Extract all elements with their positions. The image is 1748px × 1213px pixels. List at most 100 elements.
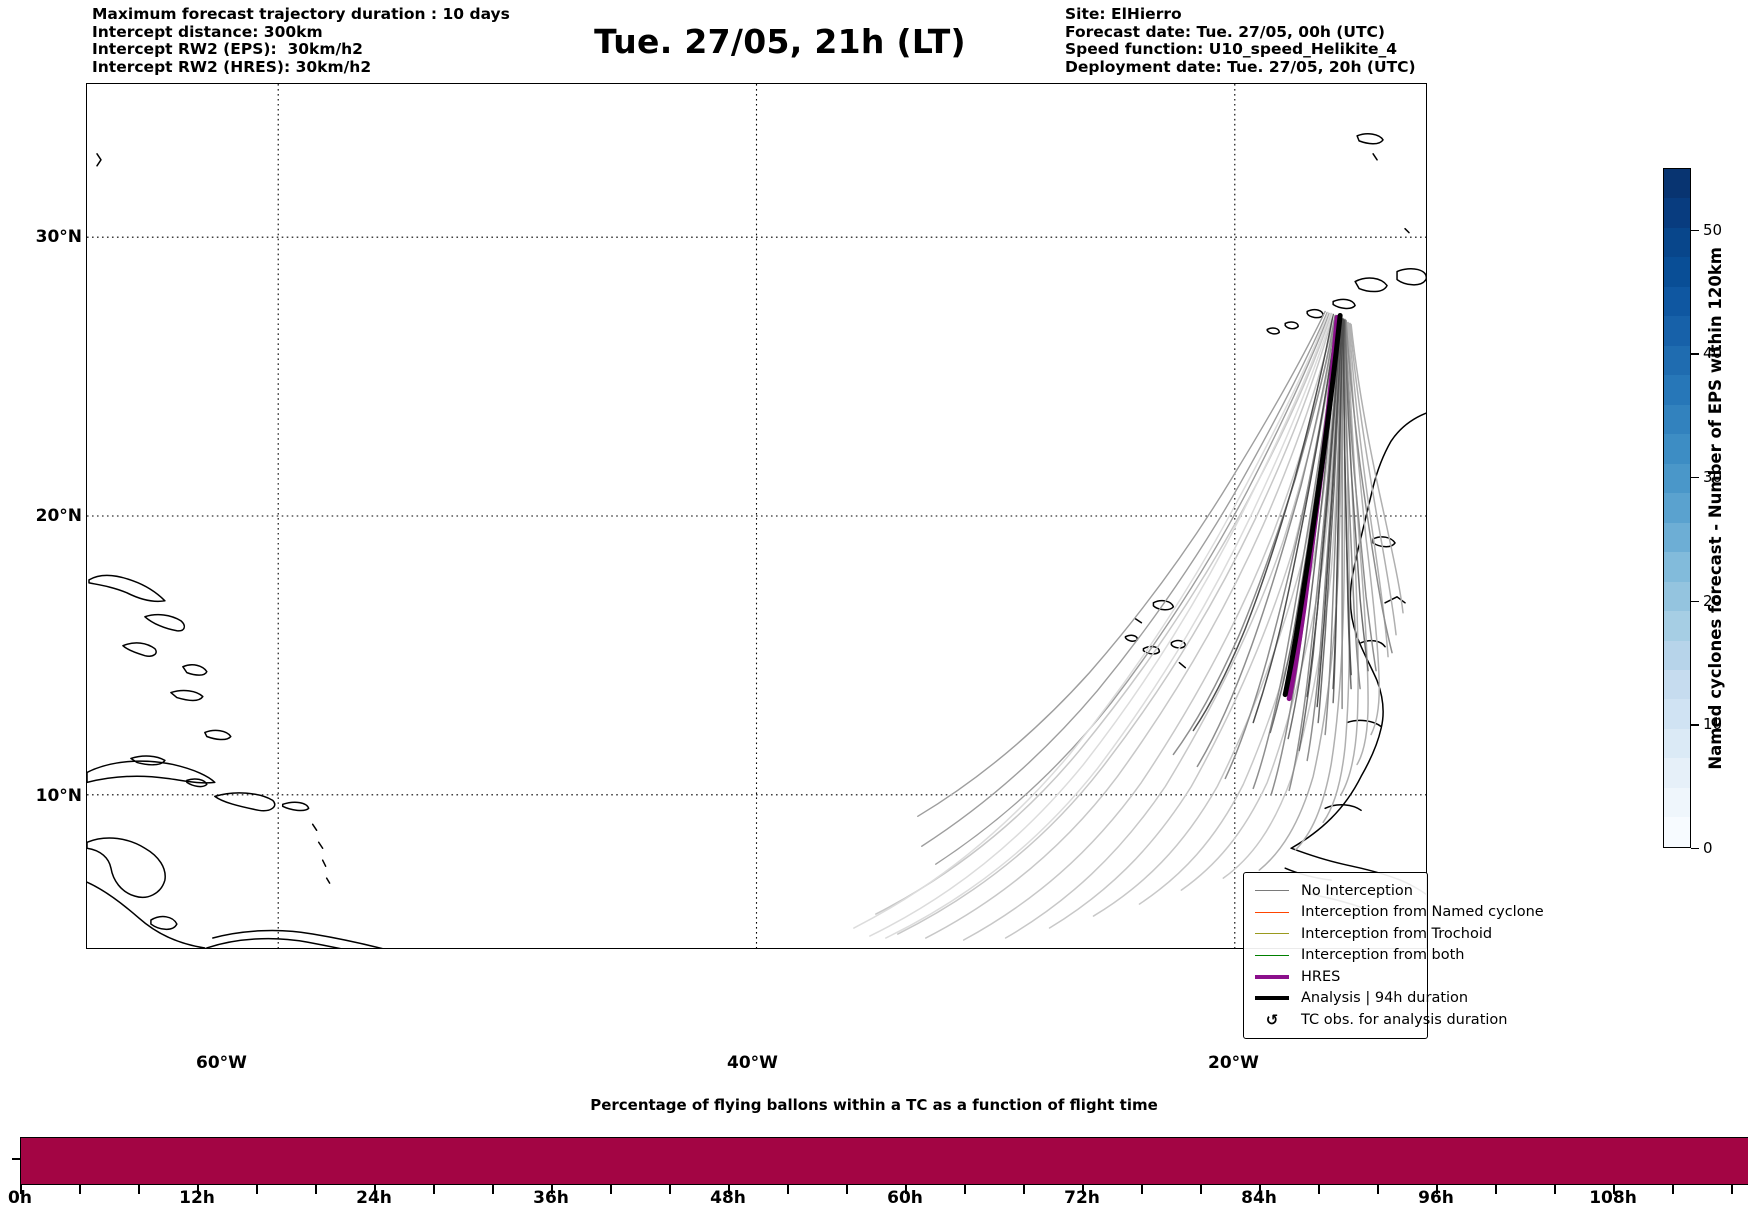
legend-line-0 (1255, 890, 1289, 892)
legend-swatch-6: ↺ (1251, 1011, 1293, 1029)
timeline-tick-68 (1023, 1185, 1025, 1194)
colorbar-segment-21 (1664, 787, 1690, 818)
timeline-label-48h: 48h (710, 1188, 746, 1208)
colorbar-segment-12 (1664, 522, 1690, 553)
timeline-tick-0 (20, 1185, 22, 1194)
timeline-tick-104 (1554, 1185, 1556, 1194)
timeline-tick-96 (1436, 1185, 1438, 1194)
legend-swatch-0 (1251, 890, 1293, 892)
timeline-label-108h: 108h (1589, 1188, 1637, 1208)
legend-item-5[interactable]: Analysis | 94h duration (1251, 988, 1468, 1010)
legend-label-4: HRES (1301, 968, 1341, 985)
colorbar-tick-5 (1691, 229, 1699, 232)
timeline-tick-80 (1200, 1185, 1202, 1194)
legend-line-2 (1255, 933, 1289, 935)
timeline-tick-28 (433, 1185, 435, 1194)
legend-swatch-5 (1251, 996, 1293, 1001)
timeline-tick-100 (1495, 1185, 1497, 1194)
timeline-track (20, 1137, 1748, 1185)
colorbar-gradient (1663, 168, 1691, 848)
header-right-line-3: Speed function: U10_speed_Helikite_4 (1065, 40, 1398, 58)
colorbar-segment-0 (1664, 169, 1690, 199)
timeline-tick-72 (1082, 1185, 1084, 1194)
colorbar-segment-17 (1664, 669, 1690, 700)
map-panel (86, 83, 1427, 949)
timeline-tick-16 (256, 1185, 258, 1194)
colorbar-segment-1 (1664, 198, 1690, 228)
colorbar-title-text: Named cyclones forecast - Number of EPS … (1705, 246, 1725, 770)
timeline-label-60h: 60h (887, 1188, 923, 1208)
legend-label-3: Interception from both (1301, 947, 1465, 964)
colorbar-tick-label-3: 30 (1703, 468, 1723, 487)
map-ytick-30n: 30°N (35, 227, 82, 247)
timeline-tick-92 (1377, 1185, 1379, 1194)
colorbar-segment-5 (1664, 316, 1690, 346)
colorbar-tick-0 (1691, 848, 1699, 850)
coastlines (87, 133, 1426, 948)
colorbar-tick-4 (1691, 353, 1699, 355)
colorbar-tick-label-1: 10 (1703, 715, 1723, 734)
legend-item-6[interactable]: ↺ TC obs. for analysis duration (1251, 1009, 1508, 1031)
timeline-axis (20, 1137, 1748, 1194)
legend-item-4[interactable]: HRES (1251, 966, 1418, 988)
header-left-info: Maximum forecast trajectory duration : 1… (92, 5, 510, 76)
colorbar-title: Named cyclones forecast - Number of EPS … (1700, 168, 1730, 848)
timeline-tick-48 (728, 1185, 730, 1194)
timeline-label-24h: 24h (356, 1188, 392, 1208)
map-xtick-60w: 60°W (196, 1053, 247, 1073)
legend-item-1[interactable]: Interception from Named cyclone (1251, 902, 1544, 924)
legend-swatch-3 (1251, 954, 1293, 956)
timeline-tick-24 (374, 1185, 376, 1194)
legend-label-5: Analysis | 94h duration (1301, 990, 1469, 1007)
timeline-label-0h: 0h (8, 1188, 32, 1208)
legend-item-3[interactable]: Interception from both (1251, 945, 1465, 967)
timeline-tick-44 (669, 1185, 671, 1194)
header-left-line-2: Intercept distance: 300km (92, 22, 323, 41)
timeline-left-tick (12, 1158, 20, 1160)
graticule-gridlines (87, 84, 1426, 948)
timeline-label-96h: 96h (1418, 1188, 1454, 1208)
timeline-tick-32 (492, 1185, 494, 1194)
map-xtick-20w: 20°W (1208, 1053, 1259, 1073)
map-ytick-20n: 20°N (35, 506, 82, 526)
timeline-tick-76 (1141, 1185, 1143, 1194)
timeline-tick-84 (1259, 1185, 1261, 1194)
timeline-tick-36 (551, 1185, 553, 1194)
eps-trajectory-bundle (853, 310, 1404, 941)
timeline-tick-52 (787, 1185, 789, 1194)
timeline-title: Percentage of flying ballons within a TC… (590, 1096, 1158, 1114)
colorbar-segment-15 (1664, 611, 1690, 641)
colorbar-segment-4 (1664, 286, 1690, 317)
colorbar-segment-22 (1664, 817, 1690, 847)
timeline-label-72h: 72h (1064, 1188, 1100, 1208)
colorbar-segment-10 (1664, 463, 1690, 494)
colorbar-segment-14 (1664, 581, 1690, 612)
legend-line-1 (1255, 911, 1289, 913)
timeline-tick-56 (846, 1185, 848, 1194)
colorbar-segment-8 (1664, 404, 1690, 435)
timeline-label-36h: 36h (533, 1188, 569, 1208)
timeline-tick-112 (1672, 1185, 1674, 1194)
colorbar-segment-20 (1664, 758, 1690, 788)
colorbar-segment-11 (1664, 493, 1690, 523)
legend-item-0[interactable]: No Interception (1251, 880, 1418, 902)
map-ytick-10n: 10°N (35, 786, 82, 806)
legend-line-4 (1255, 974, 1289, 979)
legend-label-6: TC obs. for analysis duration (1301, 1011, 1508, 1028)
header-left-line-1: Maximum forecast trajectory duration : 1… (92, 5, 510, 23)
colorbar-segment-19 (1664, 728, 1690, 759)
header-left-line-3: Intercept RW2 (EPS): 30km/h2 (92, 40, 363, 58)
legend-label-0: No Interception (1301, 882, 1413, 899)
legend-swatch-1 (1251, 911, 1293, 913)
colorbar-segment-13 (1664, 552, 1690, 582)
timeline-label-12h: 12h (179, 1188, 215, 1208)
map-xtick-40w: 40°W (727, 1053, 778, 1073)
colorbar-segment-16 (1664, 640, 1690, 670)
colorbar-tick-1 (1691, 724, 1699, 726)
legend-item-2[interactable]: Interception from Trochoid (1251, 923, 1492, 945)
timeline-tick-8 (138, 1185, 140, 1194)
timeline-label-84h: 84h (1241, 1188, 1277, 1208)
legend-label-1: Interception from Named cyclone (1301, 904, 1544, 921)
timeline-tick-64 (964, 1185, 966, 1194)
legend-swatch-4 (1251, 974, 1293, 979)
